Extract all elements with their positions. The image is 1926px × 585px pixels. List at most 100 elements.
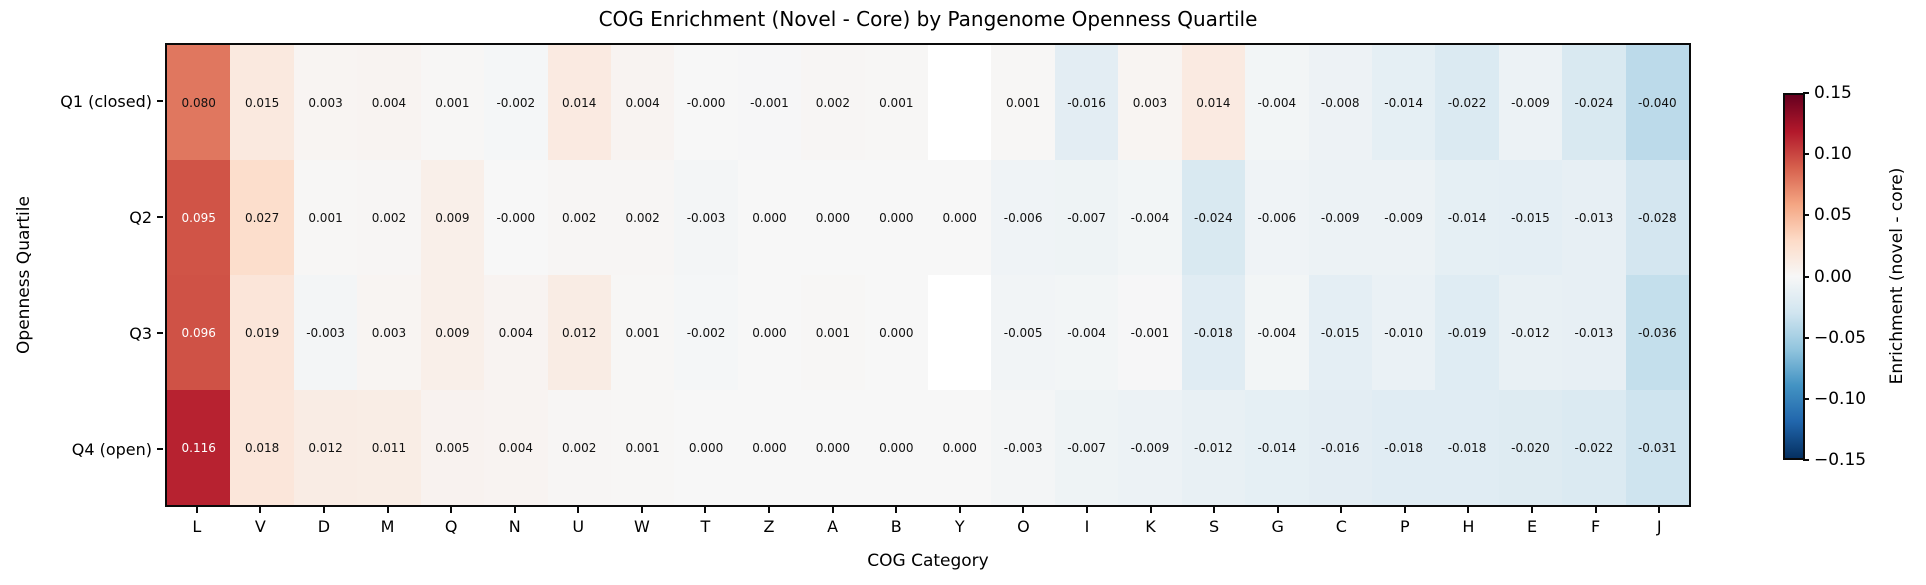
heatmap-cell-value: -0.015 xyxy=(1511,210,1550,225)
heatmap-cell-value: 0.012 xyxy=(308,440,343,455)
heatmap-cell: 0.000 xyxy=(864,275,928,390)
x-tick-label: P xyxy=(1400,517,1410,536)
heatmap-cell: -0.009 xyxy=(1371,160,1436,275)
heatmap-cell: -0.002 xyxy=(484,45,548,160)
colorbar-tick: −0.05 xyxy=(1803,328,1866,348)
x-tick-mark xyxy=(1022,507,1025,513)
heatmap-cell: -0.009 xyxy=(1308,160,1372,275)
heatmap-cell: 0.000 xyxy=(737,160,802,275)
colorbar-tick-mark xyxy=(1803,153,1809,156)
heatmap-cell-value: -0.016 xyxy=(1320,440,1360,455)
y-tick-mark xyxy=(157,100,163,102)
heatmap-cell-value: 0.014 xyxy=(562,95,597,110)
heatmap-cell: 0.009 xyxy=(420,160,485,275)
colorbar-tick-label: 0.05 xyxy=(1814,205,1852,226)
heatmap-cell: 0.002 xyxy=(357,160,421,275)
heatmap-cell-value: -0.040 xyxy=(1637,95,1677,110)
heatmap-cell: -0.014 xyxy=(1371,45,1436,160)
heatmap-cell-value: -0.016 xyxy=(1067,95,1106,110)
y-tick-mark xyxy=(157,448,163,450)
heatmap-cell-value: 0.000 xyxy=(879,210,914,225)
x-tick-label: L xyxy=(192,517,202,536)
heatmap-cell: 0.001 xyxy=(610,390,675,505)
heatmap-cell: -0.014 xyxy=(1435,160,1499,275)
heatmap-cell-value: -0.007 xyxy=(1067,440,1106,455)
y-axis-label: Openness Quartile xyxy=(14,196,34,354)
x-tick-label: I xyxy=(1084,517,1090,536)
heatmap-cell-value: 0.027 xyxy=(244,210,280,225)
heatmap-cell: -0.008 xyxy=(1308,45,1372,160)
colorbar-tick: −0.10 xyxy=(1803,389,1866,409)
heatmap-cell-value: -0.001 xyxy=(1130,325,1170,340)
heatmap-cell-value: 0.002 xyxy=(815,95,851,110)
heatmap-cell-value: -0.024 xyxy=(1574,95,1614,110)
heatmap-cell: -0.000 xyxy=(484,160,548,275)
heatmap-cell: 0.002 xyxy=(610,160,675,275)
x-tick: Y xyxy=(928,507,992,536)
heatmap-cell: 0.004 xyxy=(484,390,548,505)
colorbar-tick: 0.00 xyxy=(1803,267,1852,287)
x-tick-mark xyxy=(386,507,389,513)
colorbar-tick-mark xyxy=(1803,336,1809,339)
heatmap-cell-value: -0.014 xyxy=(1257,440,1297,455)
x-tick-mark xyxy=(768,507,771,513)
heatmap-cell: 0.096 xyxy=(167,275,231,390)
x-tick: U xyxy=(546,507,610,536)
heatmap-cell: -0.015 xyxy=(1498,160,1563,275)
x-tick-label: H xyxy=(1462,517,1475,536)
colorbar-tick-label: −0.05 xyxy=(1814,327,1867,348)
colorbar-axis-label: Enrichment (novel - core) xyxy=(1887,167,1907,385)
x-tick-mark xyxy=(704,507,707,513)
heatmap-cell-value: -0.018 xyxy=(1447,440,1487,455)
heatmap-cell: -0.031 xyxy=(1625,390,1689,505)
heatmap-cell: -0.022 xyxy=(1435,45,1499,160)
x-tick-mark xyxy=(1340,507,1343,513)
heatmap-cell-value: -0.022 xyxy=(1447,95,1487,110)
x-tick-mark xyxy=(513,507,516,513)
x-tick: P xyxy=(1373,507,1437,536)
heatmap-cell: -0.009 xyxy=(1118,390,1182,505)
heatmap-cell-value: -0.013 xyxy=(1574,210,1614,225)
heatmap-cell-value: -0.013 xyxy=(1574,325,1614,340)
heatmap-cell-value: -0.007 xyxy=(1067,210,1106,225)
x-tick-mark xyxy=(1213,507,1216,513)
x-tick-mark xyxy=(958,507,961,513)
x-tick-label: O xyxy=(1017,517,1030,536)
heatmap-cell-value: 0.000 xyxy=(752,325,787,340)
y-tick-label: Q4 (open) xyxy=(71,439,152,459)
colorbar xyxy=(1783,93,1805,460)
heatmap-cell: -0.007 xyxy=(1054,160,1119,275)
x-tick-mark xyxy=(1594,507,1597,513)
heatmap-cell-value: -0.012 xyxy=(1194,440,1233,455)
colorbar-tick: 0.15 xyxy=(1803,83,1852,103)
heatmap-cell-value: 0.000 xyxy=(752,210,787,225)
heatmap-cell: 0.000 xyxy=(864,160,928,275)
heatmap-cell-value: 0.001 xyxy=(435,95,470,110)
heatmap-cell-value: -0.004 xyxy=(1130,210,1170,225)
heatmap-cell: 0.011 xyxy=(357,390,421,505)
heatmap-cell-value: 0.004 xyxy=(371,95,407,110)
heatmap-cell-value: 0.000 xyxy=(942,440,977,455)
heatmap-cell-value: -0.003 xyxy=(306,325,345,340)
heatmap-cell: 0.001 xyxy=(610,275,675,390)
heatmap-cell-value: 0.001 xyxy=(625,325,660,340)
x-tick-label: C xyxy=(1335,517,1347,536)
heatmap-cell: -0.004 xyxy=(1054,275,1119,390)
heatmap-cell: -0.002 xyxy=(674,275,738,390)
heatmap-cell: -0.000 xyxy=(674,45,738,160)
x-tick: I xyxy=(1055,507,1119,536)
heatmap-cell-value: -0.019 xyxy=(1447,325,1487,340)
x-tick-mark xyxy=(831,507,834,513)
heatmap-cell: -0.019 xyxy=(1435,275,1499,390)
x-tick: S xyxy=(1182,507,1246,536)
heatmap-cell: 0.000 xyxy=(864,390,928,505)
heatmap-cell-value: 0.001 xyxy=(815,325,851,340)
colorbar-tick: −0.15 xyxy=(1803,450,1866,470)
colorbar-tick-mark xyxy=(1803,459,1809,461)
x-tick-mark xyxy=(195,507,198,513)
x-tick: L xyxy=(165,507,229,536)
heatmap-cell: -0.010 xyxy=(1371,275,1436,390)
heatmap-cell: 0.027 xyxy=(230,160,294,275)
heatmap-cell-value: -0.009 xyxy=(1511,95,1550,110)
y-tick-label: Q3 xyxy=(129,323,152,343)
